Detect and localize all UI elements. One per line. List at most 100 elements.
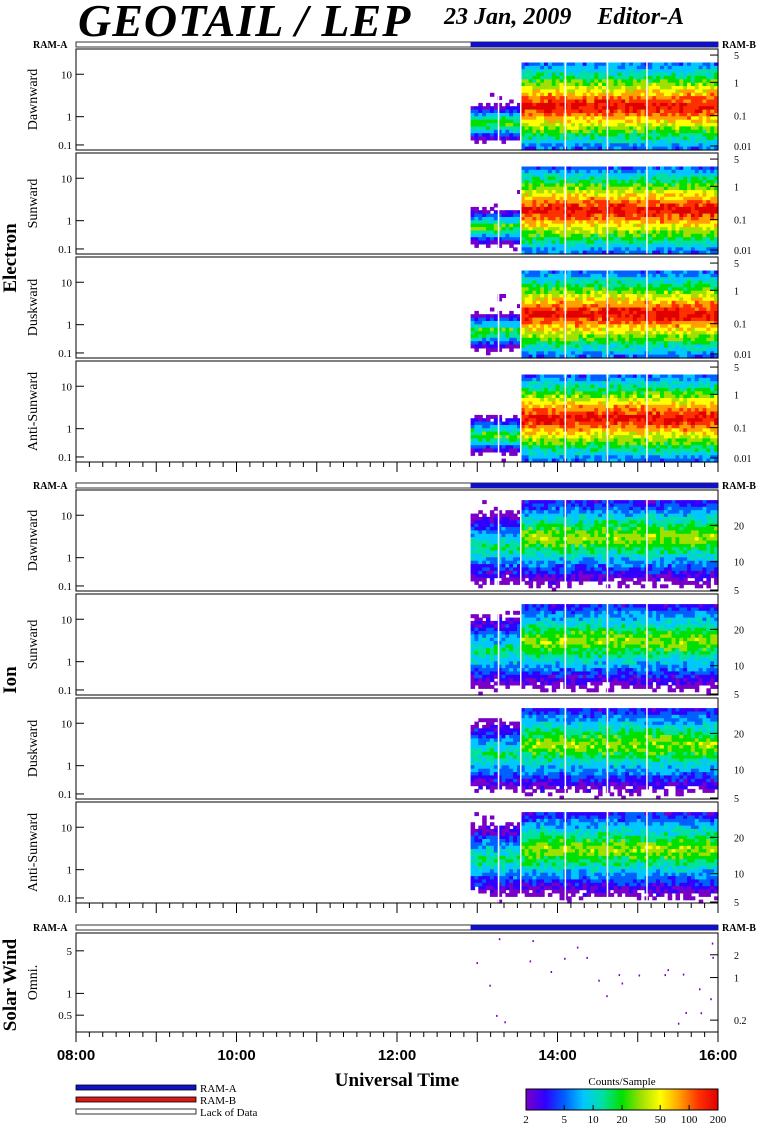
ram-b-label: RAM-B: [722, 923, 756, 934]
left-tick-label: 1: [67, 424, 73, 436]
right-tick-label: 2: [734, 951, 739, 962]
legend-swatch: [75, 1084, 197, 1091]
right-tick-label: 5: [734, 794, 739, 805]
spectrogram-cells: [470, 49, 719, 151]
right-tick-label: 0.01: [734, 454, 752, 465]
colorbar-tick-label: 200: [710, 1114, 727, 1126]
left-tick-label: 0.1: [58, 789, 72, 801]
sw-point: [564, 957, 566, 960]
right-tick-label: 0.01: [734, 350, 752, 361]
panel-label: Omni.: [26, 965, 41, 1000]
left-tick-label: 0.1: [58, 581, 72, 593]
group-label: Electron: [0, 223, 21, 293]
sw-point: [550, 971, 553, 973]
panel-label: Duskward: [26, 279, 41, 337]
right-tick-label: 5: [734, 586, 739, 597]
x-tick-label: 14:00: [538, 1047, 576, 1064]
panel-frame: [75, 932, 719, 1033]
left-tick-label: 10: [61, 173, 73, 185]
right-tick-label: 20: [734, 833, 744, 844]
spectrogram-cells: [470, 802, 719, 904]
left-tick-label: 1: [67, 112, 73, 124]
sw-point: [712, 956, 714, 959]
editor-label: Editor-A: [597, 4, 685, 30]
colorbar-title: Counts/Sample: [588, 1076, 655, 1088]
legend-label: Lack of Data: [200, 1107, 258, 1119]
ram-a-bar: [470, 483, 718, 488]
group-label: Solar Wind: [0, 938, 21, 1031]
legend-label: RAM-A: [200, 1083, 237, 1095]
left-tick-label: 1: [67, 320, 73, 332]
right-tick-label: 0.1: [734, 216, 747, 227]
right-tick-label: 20: [734, 521, 744, 532]
date-label: 23 Jan, 2009: [444, 4, 572, 30]
panel-label: Anti-Sunward: [26, 372, 41, 451]
right-tick-label: 5: [734, 363, 739, 374]
colorbar-tick-label: 5: [561, 1114, 567, 1126]
legend-swatch: [75, 1108, 197, 1115]
right-tick-label: 5: [734, 690, 739, 701]
left-tick-label: 1: [67, 216, 73, 228]
left-tick-label: 0.5: [58, 1010, 72, 1022]
page-subtitle: 23 Jan, 2009 Editor-A: [444, 4, 704, 31]
right-tick-label: 0.1: [734, 320, 747, 331]
sw-point: [529, 960, 532, 963]
sw-point: [699, 988, 701, 991]
left-tick-label: 1: [67, 657, 73, 669]
colorbar-tick-label: 50: [655, 1114, 667, 1126]
left-tick-label: 1: [67, 553, 73, 565]
x-tick-label: 10:00: [217, 1047, 255, 1064]
right-tick-label: 1: [734, 78, 739, 89]
ram-a-bar: [470, 42, 718, 47]
colorbar-tick-label: 20: [617, 1114, 629, 1126]
spectrogram-cells: [470, 361, 719, 463]
right-tick-label: 10: [734, 766, 744, 777]
panel-label: Dawnward: [26, 510, 41, 571]
sw-point: [504, 1021, 506, 1024]
sw-point: [685, 1012, 687, 1014]
spectrogram-cells: [470, 257, 719, 359]
left-tick-label: 1: [67, 761, 73, 773]
right-tick-label: 0.2: [734, 1016, 747, 1027]
sw-point: [638, 974, 641, 977]
spectrogram-cells: [470, 153, 719, 255]
sw-point: [667, 969, 669, 972]
colorbar-tick-label: 2: [523, 1114, 529, 1126]
sw-point: [496, 1014, 498, 1017]
left-tick-label: 10: [61, 69, 73, 81]
sw-point: [682, 973, 685, 976]
left-tick-label: 10: [61, 718, 73, 730]
right-tick-label: 10: [734, 662, 744, 673]
right-tick-label: 1: [734, 286, 739, 297]
sw-point: [664, 974, 666, 977]
sw-point: [621, 982, 624, 985]
panel-label: Anti-Sunward: [26, 813, 41, 892]
right-tick-label: 5: [734, 51, 739, 62]
panel-label: Dawnward: [26, 69, 41, 130]
sw-point: [700, 1012, 703, 1015]
right-tick-label: 5: [734, 259, 739, 270]
x-axis-label: Universal Time: [335, 1070, 459, 1091]
x-tick-label: 12:00: [378, 1047, 416, 1064]
group-label: Ion: [0, 666, 21, 694]
legend-label: RAM-B: [200, 1095, 236, 1107]
left-tick-label: 10: [61, 277, 73, 289]
left-tick-label: 10: [61, 510, 73, 522]
page-title: GEOTAIL / LEP: [78, 0, 412, 46]
ram-a-bar: [470, 925, 718, 930]
right-tick-label: 20: [734, 625, 744, 636]
sw-point: [618, 974, 621, 977]
sw-point: [598, 979, 600, 982]
sw-point: [576, 946, 579, 949]
right-tick-label: 0.01: [734, 142, 752, 153]
right-tick-label: 0.01: [734, 246, 752, 257]
panel-label: Sunward: [26, 179, 41, 229]
sw-point: [498, 938, 501, 941]
sw-point: [677, 1022, 680, 1025]
left-tick-label: 0.1: [58, 452, 72, 464]
spectrogram-cells: [470, 698, 719, 800]
left-tick-label: 0.1: [58, 140, 72, 152]
sw-point: [711, 942, 714, 945]
sw-point: [710, 998, 712, 1001]
